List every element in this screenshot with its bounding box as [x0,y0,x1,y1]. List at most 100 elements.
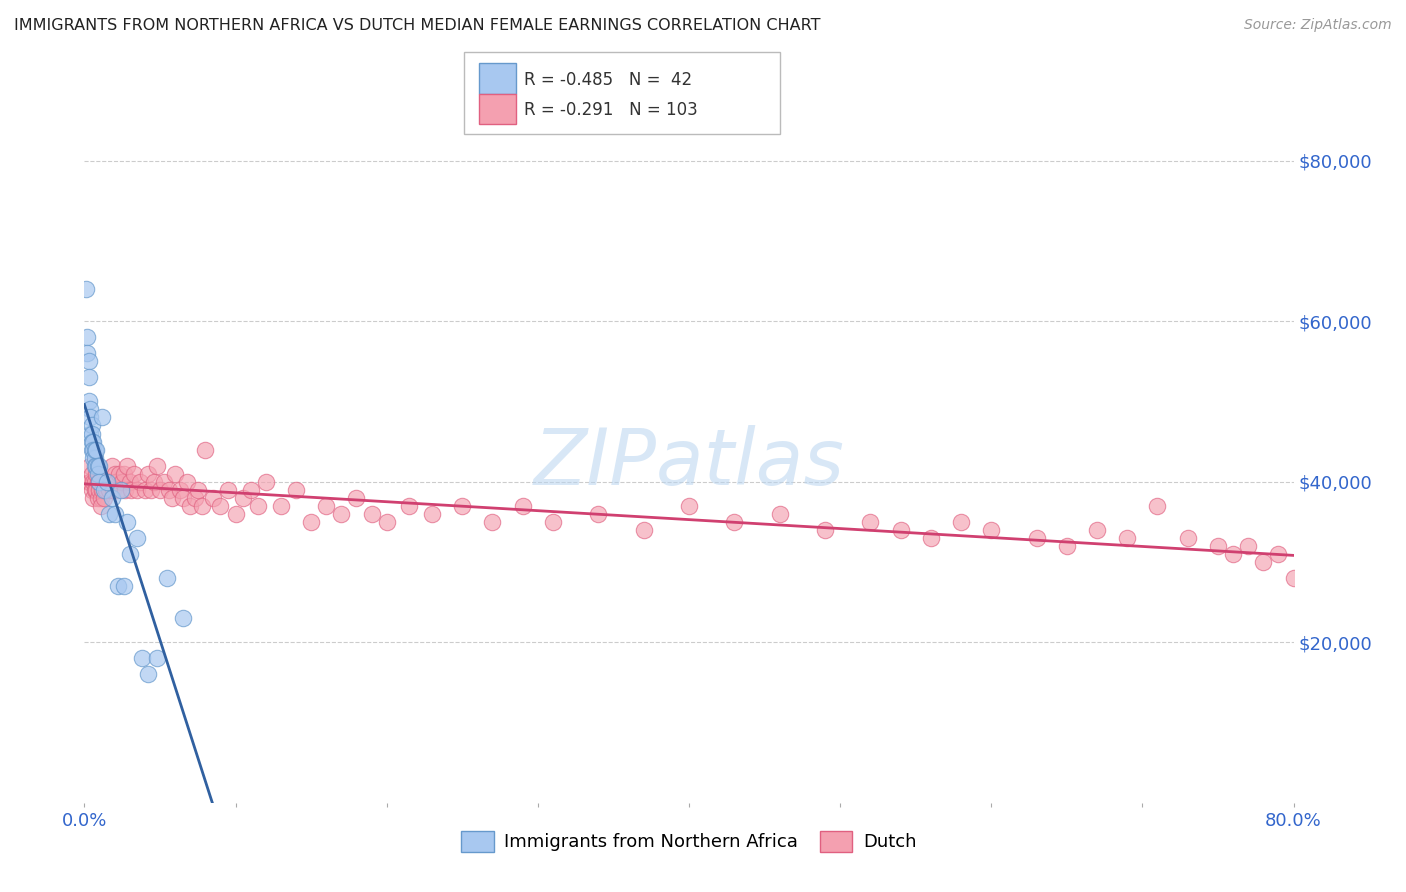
Point [86,442,108,457]
Point [77,394,100,409]
Point [723,515,745,529]
Point [89,475,111,489]
Point [112,467,135,481]
Point [84,475,107,489]
Point [678,499,700,513]
Point [980,523,1002,537]
Point [80,467,103,481]
Text: IMMIGRANTS FROM NORTHERN AFRICA VS DUTCH MEDIAN FEMALE EARNINGS CORRELATION CHAR: IMMIGRANTS FROM NORTHERN AFRICA VS DUTCH… [14,18,821,33]
Point [77,475,100,489]
Point [108,467,131,481]
Point [146,651,169,665]
Point [91,410,114,425]
Point [299,515,322,529]
Point [134,483,156,497]
Point [360,507,382,521]
Point [183,491,205,505]
Point [86,458,108,473]
Point [112,579,135,593]
Point [115,458,138,473]
Point [149,483,172,497]
Point [512,499,534,513]
Point [127,483,149,497]
Point [814,523,837,537]
Point [89,475,111,489]
Point [96,475,118,489]
Point [97,507,120,521]
Point [120,483,142,497]
Point [89,483,111,497]
Point [100,491,122,505]
Point [1177,531,1199,545]
Point [330,507,353,521]
Point [82,434,104,449]
Point [105,475,128,489]
Point [176,475,198,489]
Point [118,547,141,561]
Point [80,483,103,497]
Point [115,515,138,529]
Point [90,491,112,505]
Point [169,483,191,497]
Point [346,491,368,505]
Point [179,499,201,513]
Point [225,507,247,521]
Point [82,475,104,489]
Point [82,450,104,465]
Point [920,531,942,545]
Point [1222,547,1244,561]
Point [1146,499,1168,513]
Point [104,507,127,521]
Point [420,507,443,521]
Point [75,282,97,296]
Point [82,442,104,457]
Point [172,491,194,505]
Point [217,483,239,497]
Point [859,515,882,529]
Point [111,475,134,489]
Point [118,475,141,489]
Point [270,499,292,513]
Point [87,491,110,505]
Legend: Immigrants from Northern Africa, Dutch: Immigrants from Northern Africa, Dutch [454,823,924,859]
Point [172,611,194,625]
Point [136,667,159,681]
Point [187,483,209,497]
Point [80,442,103,457]
Point [114,483,136,497]
Point [890,523,912,537]
Point [1025,531,1047,545]
Point [1298,563,1320,577]
Point [315,499,337,513]
Point [165,467,187,481]
Point [122,467,145,481]
Point [950,515,973,529]
Point [127,531,149,545]
Text: Source: ZipAtlas.com: Source: ZipAtlas.com [1244,18,1392,32]
Point [129,475,152,489]
Point [79,402,101,417]
Point [94,483,117,497]
Point [93,491,115,505]
Point [194,442,217,457]
Point [156,571,179,585]
Text: R = -0.485   N =  42: R = -0.485 N = 42 [524,70,693,89]
Point [76,346,98,360]
Point [101,483,124,497]
Point [201,491,224,505]
Point [91,483,114,497]
Point [79,426,101,441]
Point [153,475,176,489]
Point [769,507,792,521]
Point [131,651,153,665]
Point [232,491,254,505]
Point [84,442,107,457]
Point [89,458,111,473]
Point [1237,539,1260,553]
Point [1282,571,1305,585]
Point [136,467,159,481]
Point [1085,523,1108,537]
Point [1313,579,1336,593]
Point [98,475,121,489]
Point [375,515,398,529]
